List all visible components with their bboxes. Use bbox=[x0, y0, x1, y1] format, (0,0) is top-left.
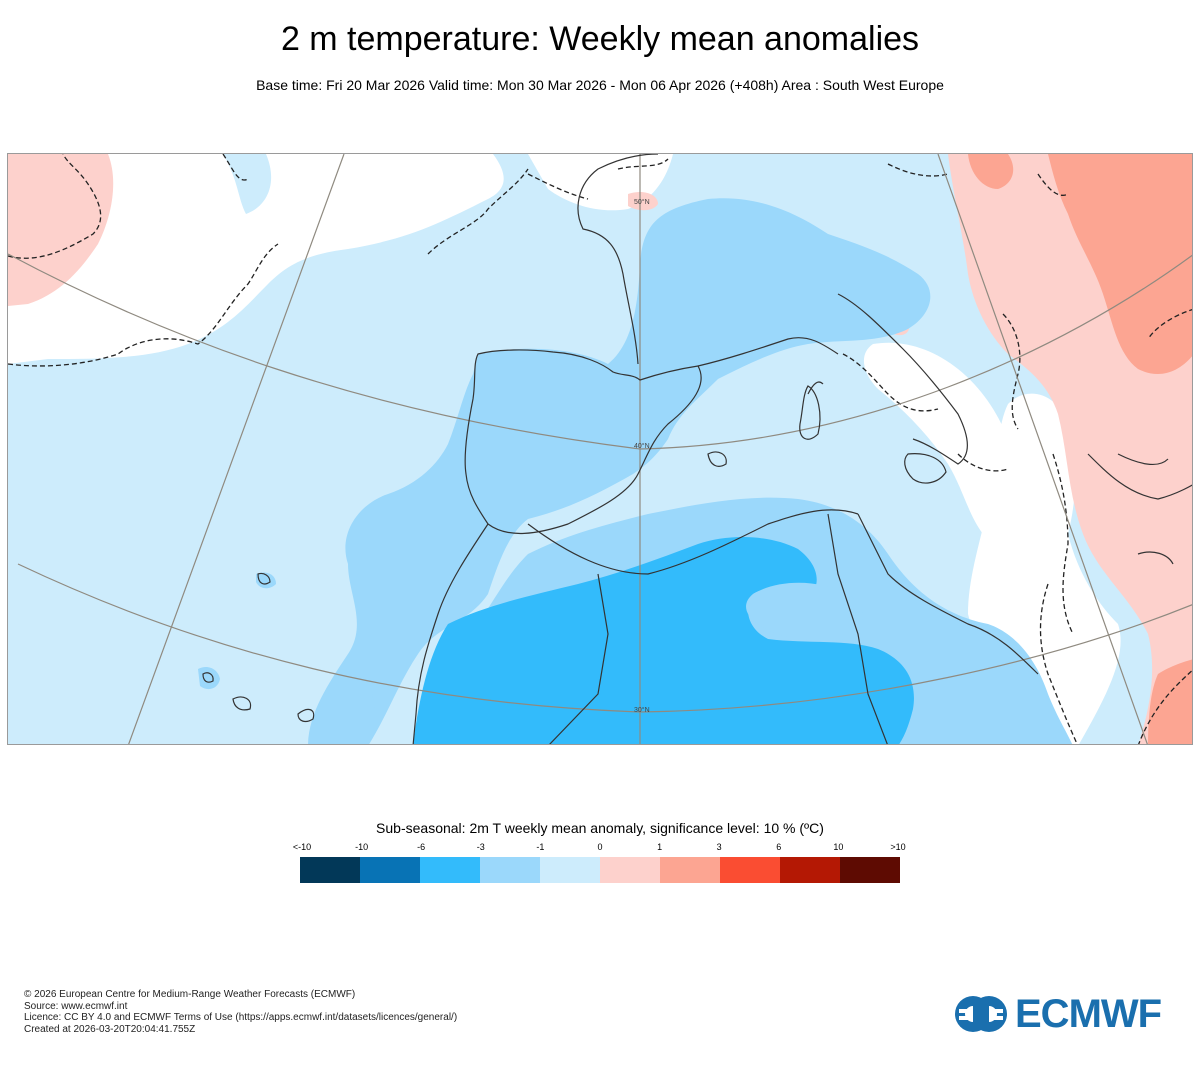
chart-subtitle: Base time: Fri 20 Mar 2026 Valid time: M… bbox=[256, 77, 944, 93]
lat-label-40: 40°N bbox=[634, 442, 650, 450]
legend-swatch-3 bbox=[480, 857, 540, 883]
cold-anomaly-atlantic-south bbox=[318, 654, 375, 744]
legend-tick-label: 0 bbox=[597, 842, 603, 852]
footer-credits: © 2026 European Centre for Medium-Range … bbox=[24, 989, 457, 1035]
cold-anomaly-iberia-france bbox=[308, 198, 931, 744]
legend-tick-label: 6 bbox=[776, 842, 782, 852]
lat-label-30: 30°N bbox=[634, 706, 650, 714]
legend-tick-label: >10 bbox=[890, 842, 906, 852]
legend-swatch-8 bbox=[780, 857, 840, 883]
warm-anomaly-southeast bbox=[1148, 659, 1192, 744]
footer-copyright: © 2026 European Centre for Medium-Range … bbox=[24, 989, 356, 1000]
footer-licence: Licence: CC BY 4.0 and ECMWF Terms of Us… bbox=[24, 1012, 458, 1023]
significance-contours bbox=[8, 154, 1192, 744]
legend-swatch-2 bbox=[420, 857, 480, 883]
legend-swatch-5 bbox=[600, 857, 660, 883]
warm-anomaly-northpatch bbox=[628, 192, 658, 211]
legend-swatch-0 bbox=[300, 857, 360, 883]
cold-anomaly-tunisia-light bbox=[746, 582, 863, 641]
ecmwf-logo-icon bbox=[955, 996, 1007, 1032]
ecmwf-logo-text: ECMWF bbox=[1015, 992, 1162, 1036]
legend-swatch-4 bbox=[540, 857, 600, 883]
legend-swatch-6 bbox=[660, 857, 720, 883]
coastlines bbox=[202, 154, 1192, 744]
lat-label-50: 50°N bbox=[634, 198, 650, 206]
footer-created: Created at 2026-03-20T20:04:41.755Z bbox=[24, 1023, 196, 1035]
legend-tick-label: <-10 bbox=[292, 842, 312, 852]
cold-anomaly-madeira bbox=[256, 572, 276, 589]
map-svg: 50°N 40°N 30°N bbox=[8, 154, 1192, 744]
chart-title: 2 m temperature: Weekly mean anomalies bbox=[280, 20, 920, 58]
legend-swatch-1 bbox=[360, 857, 420, 883]
legend-tick-label: 3 bbox=[716, 842, 722, 852]
nonsignificant-area-italy bbox=[863, 342, 1013, 534]
graticule bbox=[8, 154, 1192, 744]
legend-tick-label: -10 bbox=[355, 842, 369, 852]
legend-tick-label: -1 bbox=[536, 842, 545, 852]
legend-swatch-7 bbox=[720, 857, 780, 883]
footer-source: Source: www.ecmwf.int bbox=[24, 1000, 128, 1012]
graticule-labels: 50°N 40°N 30°N bbox=[634, 198, 650, 714]
legend-tick-label: -6 bbox=[417, 842, 426, 852]
cold-anomaly-canaries bbox=[198, 667, 220, 690]
legend-title: Sub-seasonal: 2m T weekly mean anomaly, … bbox=[376, 820, 824, 836]
legend-colorbar bbox=[300, 857, 900, 883]
anomaly-map[interactable]: 50°N 40°N 30°N bbox=[7, 153, 1193, 745]
ecmwf-logo[interactable]: ECMWF bbox=[953, 993, 1183, 1035]
warm-anomaly-balkans bbox=[1048, 154, 1192, 374]
legend-tick-label: 1 bbox=[657, 842, 663, 852]
nonsignificant-area-west bbox=[8, 154, 504, 364]
legend-swatch-9 bbox=[840, 857, 900, 883]
warm-anomaly-northeast bbox=[968, 154, 1014, 189]
legend-tick-label: -3 bbox=[476, 842, 485, 852]
legend-tick-label: 10 bbox=[833, 842, 844, 852]
